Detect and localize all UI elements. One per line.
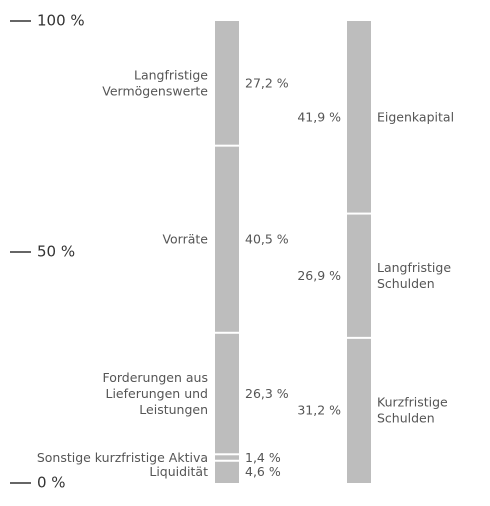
bar-segment: [215, 21, 239, 145]
category-label: Kurzfristige: [377, 394, 448, 409]
category-label: Sonstige kurzfristige Aktiva: [37, 450, 208, 465]
bar-segment: [215, 455, 239, 460]
category-label: Liquidität: [149, 464, 208, 479]
category-label: Langfristige: [134, 67, 208, 82]
bar-segment: [215, 461, 239, 483]
y-tick-label: 50 %: [37, 243, 75, 261]
category-label: Langfristige: [377, 260, 451, 275]
value-label: 41,9 %: [297, 109, 341, 124]
bar-segment: [347, 21, 371, 213]
value-label: 31,2 %: [297, 402, 341, 417]
category-label: Vermögenswerte: [102, 83, 208, 98]
category-label: Forderungen aus: [102, 370, 208, 385]
y-tick-label: 100 %: [37, 12, 85, 30]
bar-segment: [215, 146, 239, 332]
value-label: 27,2 %: [245, 75, 289, 90]
value-label: 1,4 %: [245, 450, 281, 465]
y-tick-label: 0 %: [37, 474, 66, 492]
value-label: 26,9 %: [297, 268, 341, 283]
category-label: Schulden: [377, 410, 435, 425]
bar-segment: [215, 333, 239, 454]
category-label: Vorräte: [162, 232, 208, 247]
category-label: Leistungen: [139, 402, 208, 417]
value-label: 26,3 %: [245, 386, 289, 401]
category-label: Schulden: [377, 276, 435, 291]
bar-segment: [347, 214, 371, 337]
value-label: 4,6 %: [245, 464, 281, 479]
bar-segment: [347, 338, 371, 483]
value-label: 40,5 %: [245, 232, 289, 247]
category-label: Eigenkapital: [377, 109, 454, 124]
category-label: Lieferungen und: [105, 386, 208, 401]
